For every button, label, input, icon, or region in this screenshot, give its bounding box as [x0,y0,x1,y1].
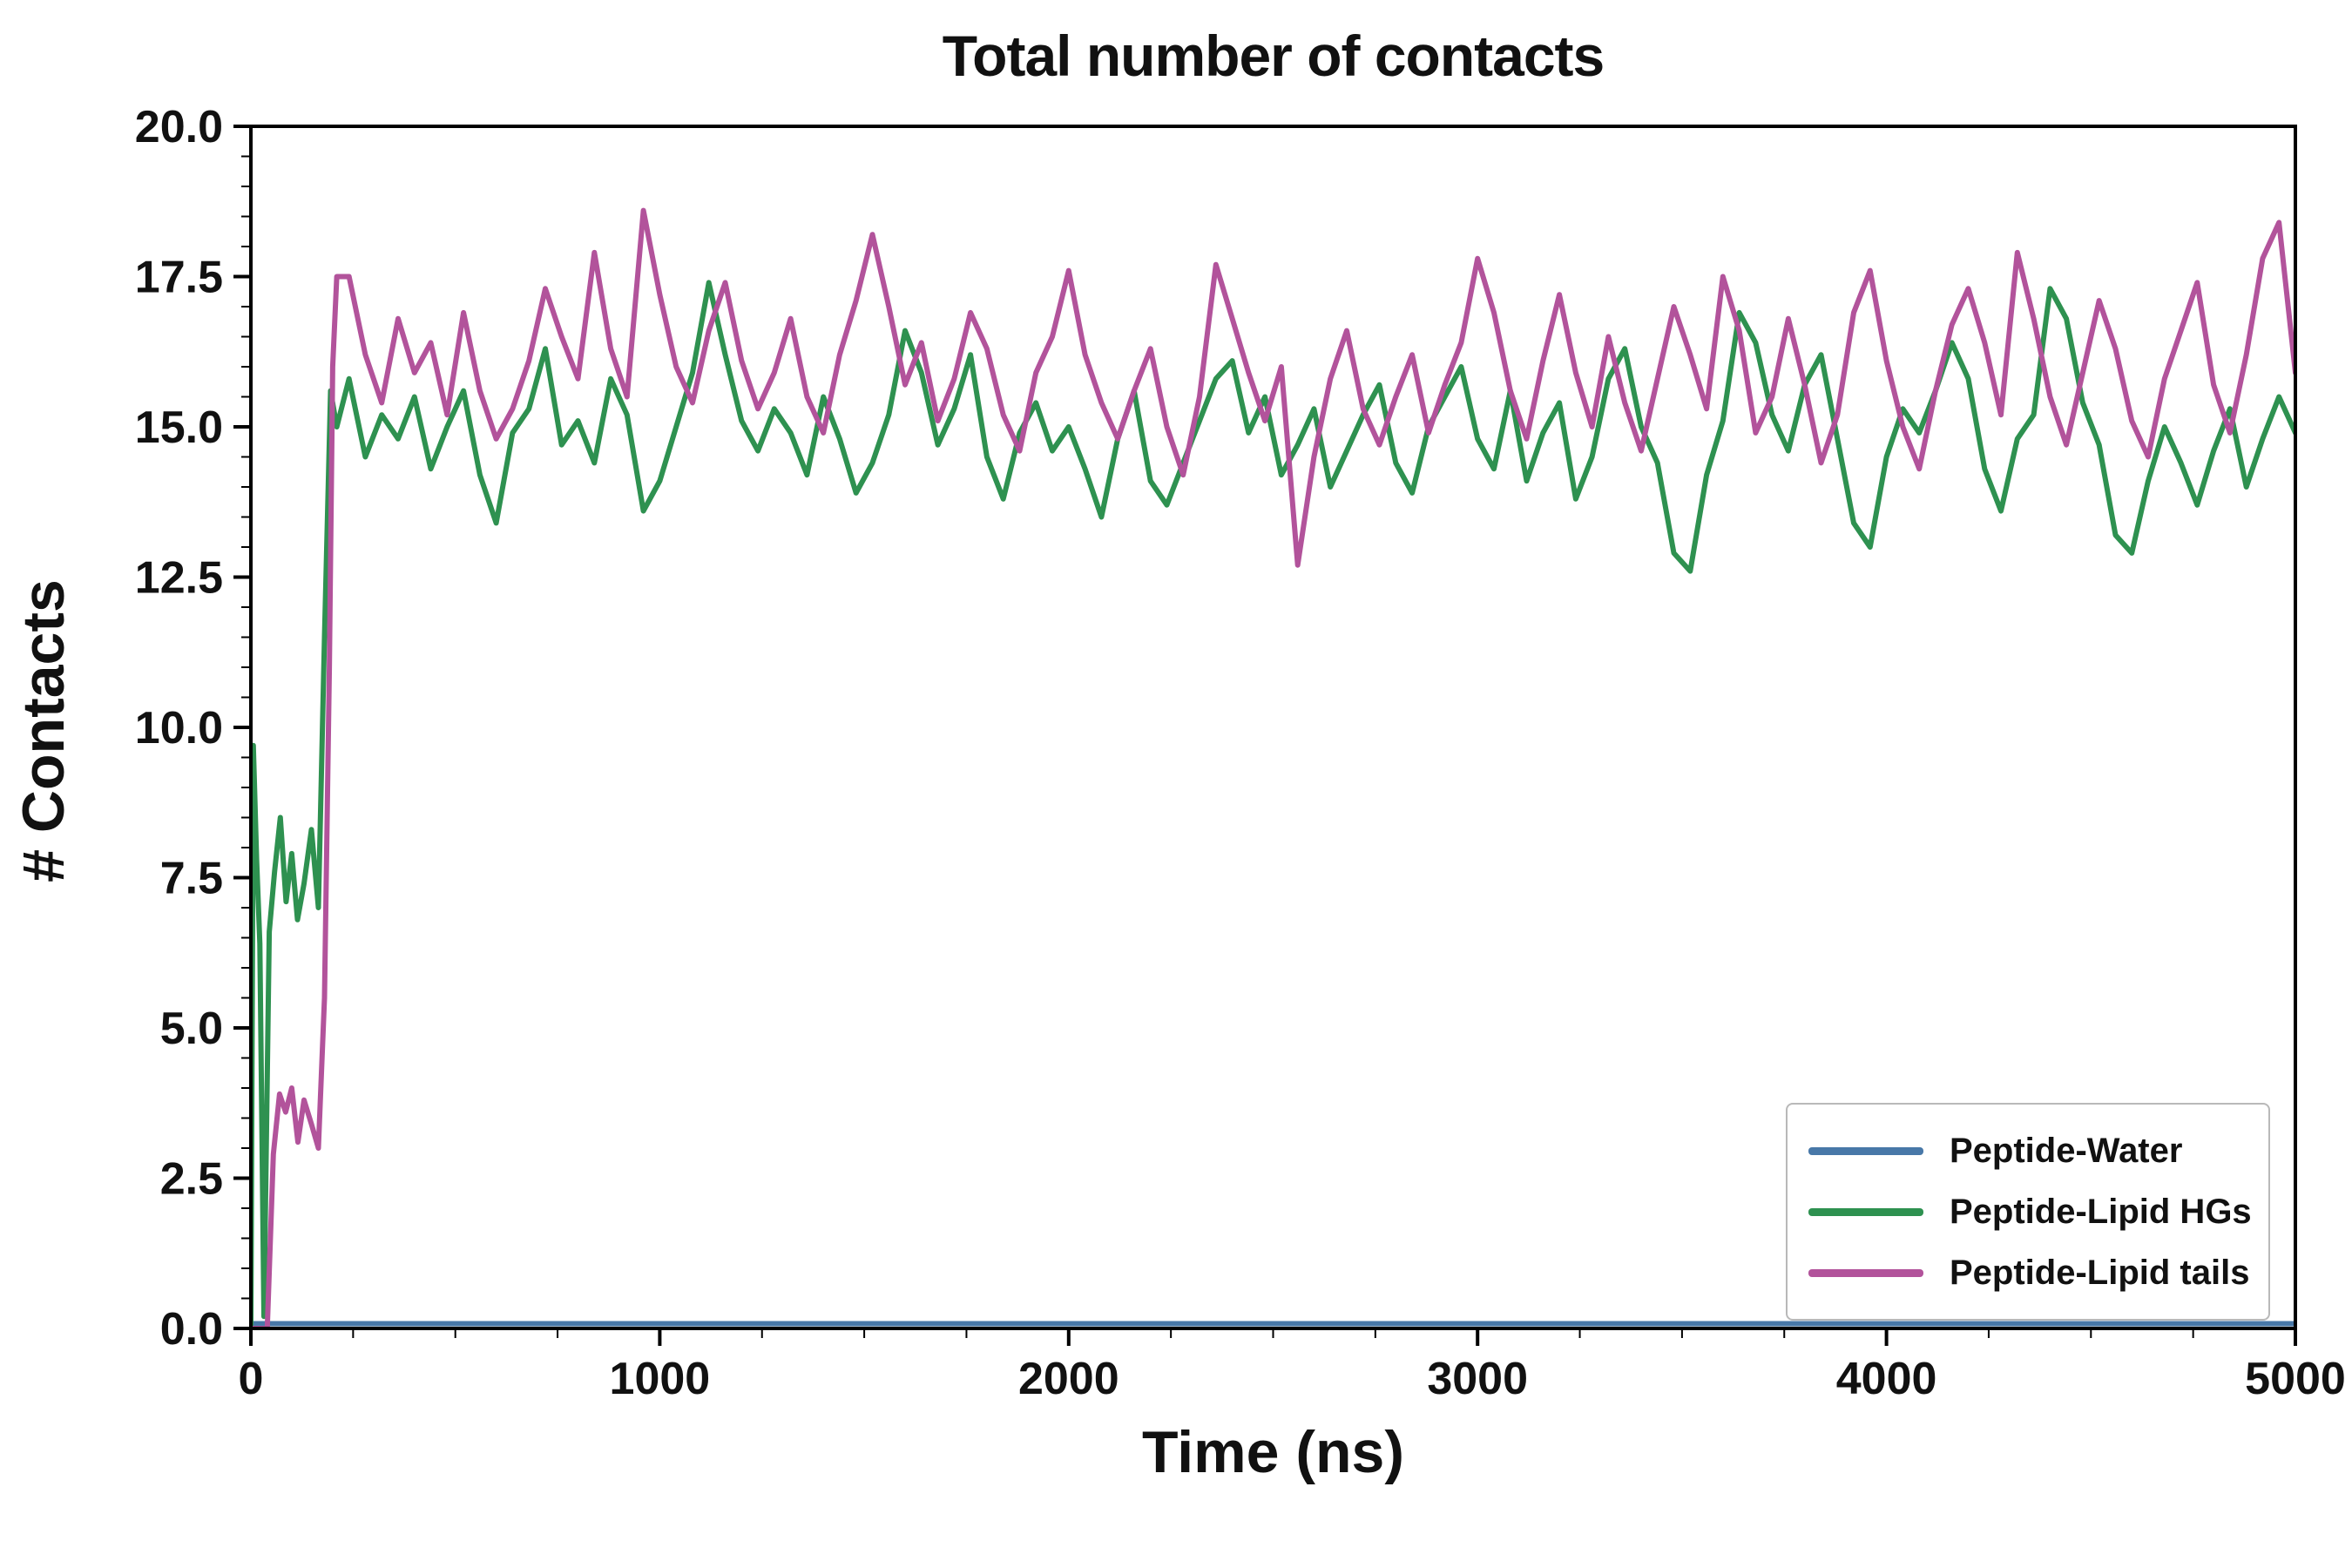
y-tick-label: 5.0 [160,1004,223,1054]
x-tick-label: 3000 [1427,1354,1528,1404]
x-tick-label: 5000 [2245,1354,2346,1404]
legend-label: Peptide-Lipid HGs [1950,1192,2252,1231]
y-tick-label: 10.0 [135,703,223,754]
x-tick-label: 0 [239,1354,264,1404]
x-axis-ticks: 0 1000 2000 3000 4000 5000 [239,1328,2346,1404]
legend: Peptide-Water Peptide-Lipid HGs Peptide-Li… [1786,1103,2270,1321]
x-axis-label: Time (ns) [1141,1419,1405,1485]
legend-swatch [1808,1207,1923,1216]
legend-swatch [1808,1146,1923,1155]
y-tick-label: 17.5 [135,253,223,303]
series-line-2 [251,207,2295,1328]
y-tick-label: 15.0 [135,402,223,453]
x-tick-label: 4000 [1836,1354,1937,1404]
legend-item: Peptide-Water [1808,1120,2247,1181]
legend-item: Peptide-Lipid HGs [1808,1181,2252,1242]
x-tick-label: 2000 [1018,1354,1119,1404]
y-tick-label: 20.0 [135,102,223,152]
legend-label: Peptide-Lipid tails [1950,1253,2250,1292]
x-tick-label: 1000 [610,1354,711,1404]
y-tick-label: 12.5 [135,553,223,604]
chart-title: Total number of contacts [942,24,1605,88]
series-lines [251,207,2295,1328]
y-tick-label: 2.5 [160,1154,223,1205]
legend-label: Peptide-Water [1950,1131,2183,1170]
y-tick-label: 7.5 [160,854,223,904]
legend-swatch [1808,1268,1923,1277]
legend-item: Peptide-Lipid tails [1808,1242,2250,1303]
y-tick-label: 0.0 [160,1304,223,1355]
y-axis-ticks: 0.0 2.5 5.0 7.5 10.0 12.5 15.0 17.5 20.0 [135,102,251,1355]
